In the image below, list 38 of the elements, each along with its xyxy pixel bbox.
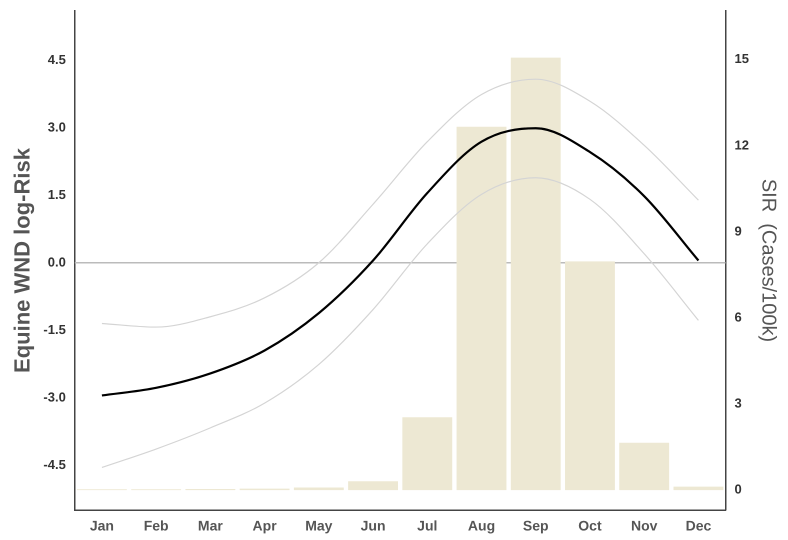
- bar: [510, 58, 561, 490]
- y2-tick-label: 0: [734, 482, 742, 497]
- y2-tick-label: 15: [734, 51, 750, 66]
- y-tick-label: -3.0: [43, 389, 66, 404]
- bar: [402, 417, 452, 490]
- bar: [294, 488, 344, 490]
- y2-axis-title: SIR (Cases/100k): [757, 178, 780, 342]
- x-tick-label: Aug: [468, 517, 496, 534]
- line-series: [101, 177, 700, 468]
- x-tick-label: Jan: [90, 517, 114, 534]
- bar: [673, 486, 724, 490]
- x-tick-label: Nov: [630, 517, 658, 534]
- y2-tick-label: 9: [734, 223, 742, 238]
- x-tick-label: Mar: [198, 517, 224, 534]
- x-tick-label: Jul: [417, 517, 438, 534]
- x-tick-label: May: [305, 517, 333, 534]
- line-series: [100, 127, 700, 397]
- x-tick-label: Oct: [578, 517, 602, 534]
- y-axis-title: Equine WND log-Risk: [9, 147, 34, 373]
- y-tick-label: 1.5: [48, 186, 66, 202]
- y2-tick-label: 12: [734, 137, 750, 152]
- y2-tick-label: 6: [734, 309, 742, 324]
- y-tick-label: -4.5: [43, 456, 66, 472]
- bar: [348, 481, 398, 490]
- bar: [619, 442, 670, 490]
- x-tick-label: Apr: [252, 517, 278, 534]
- bar: [565, 261, 615, 490]
- y-tick-label: 4.5: [48, 52, 66, 67]
- x-tick-label: Feb: [144, 517, 169, 534]
- x-tick-label: Dec: [686, 517, 712, 534]
- y2-tick-label: 3: [734, 396, 742, 411]
- y-tick-label: 3.0: [48, 119, 66, 134]
- y-tick-label: -1.5: [43, 322, 66, 337]
- line-series: [101, 78, 700, 328]
- x-tick-label: Sep: [522, 517, 549, 534]
- x-tick-label: Jun: [360, 517, 386, 534]
- y-tick-label: 0.0: [48, 254, 66, 270]
- bar: [456, 126, 506, 490]
